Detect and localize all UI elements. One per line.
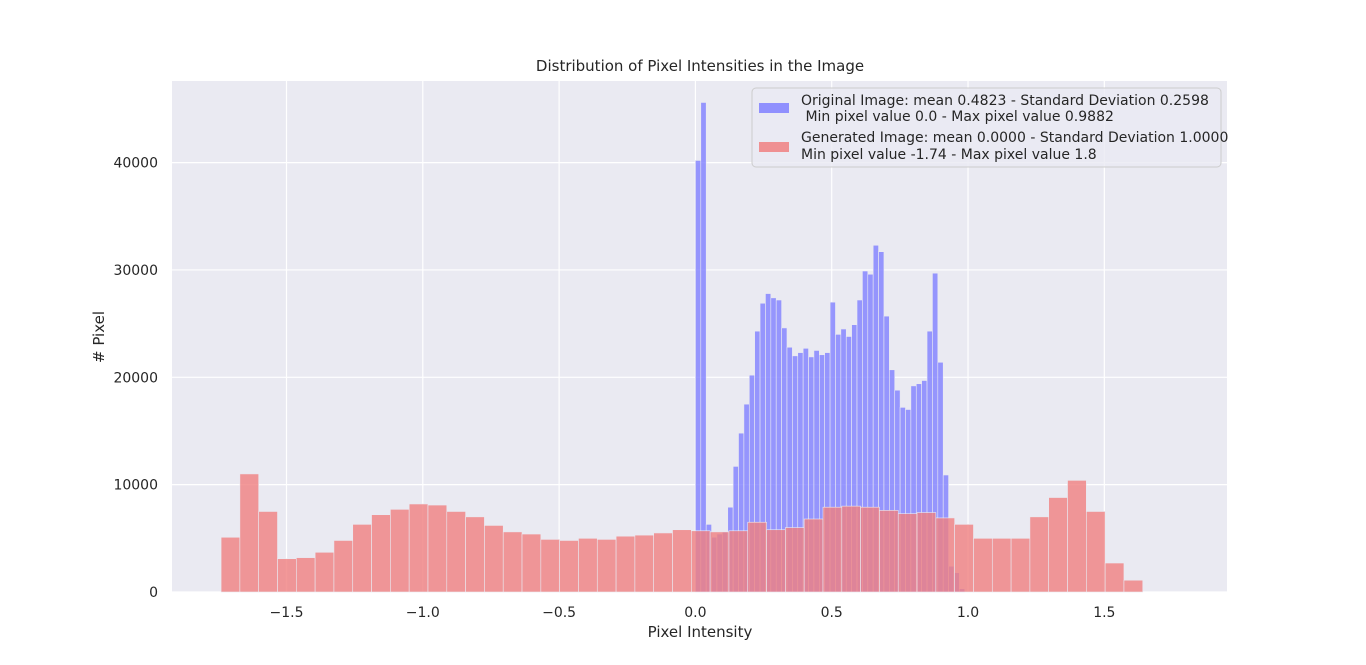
chart-title: Distribution of Pixel Intensities in the… xyxy=(536,57,864,75)
histogram-bar xyxy=(785,527,805,593)
histogram-bar xyxy=(258,511,278,593)
histogram-bar xyxy=(1067,480,1087,593)
histogram-bar xyxy=(615,535,636,593)
histogram-bar xyxy=(1123,579,1144,593)
histogram-bar xyxy=(691,530,711,593)
y-tick-label: 30000 xyxy=(113,263,158,279)
x-tick-label: 1.5 xyxy=(1093,605,1115,621)
histogram-bar xyxy=(954,524,974,593)
histogram-bar xyxy=(860,506,880,593)
histogram-bar xyxy=(277,558,297,593)
histogram-bar xyxy=(390,509,410,593)
generated-image-histogram xyxy=(220,473,1144,593)
x-axis-label: Pixel Intensity xyxy=(648,623,753,641)
legend-label-generated-line2: Min pixel value -1.74 - Max pixel value … xyxy=(801,147,1097,163)
histogram-bar xyxy=(803,518,824,593)
x-tick-label: −0.5 xyxy=(542,605,576,621)
histogram-bar xyxy=(879,510,899,593)
histogram-bar xyxy=(352,524,372,593)
y-tick-label: 0 xyxy=(149,585,158,601)
histogram-bar xyxy=(653,532,673,593)
histogram-bar xyxy=(596,539,617,593)
legend-label-generated-line1: Generated Image: mean 0.0000 - Standard … xyxy=(801,130,1228,146)
x-tick-label: −1.5 xyxy=(269,605,303,621)
histogram-bar xyxy=(634,534,655,593)
histogram-bar xyxy=(521,533,542,593)
histogram-bar xyxy=(935,517,955,593)
histogram-bar xyxy=(239,473,259,593)
histogram-bar xyxy=(446,511,466,593)
histogram-bar xyxy=(695,160,702,593)
histogram-bar xyxy=(371,514,391,593)
histogram-bar xyxy=(916,512,937,593)
x-tick-label: 0.0 xyxy=(684,605,706,621)
legend-label-original-line2: Min pixel value 0.0 - Max pixel value 0.… xyxy=(801,109,1114,125)
legend: Original Image: mean 0.4823 - Standard D… xyxy=(751,87,1228,168)
histogram-bar xyxy=(822,506,843,593)
histogram-bar xyxy=(220,536,241,593)
x-tick-label: −1.0 xyxy=(406,605,440,621)
histogram-bar xyxy=(1010,538,1031,593)
histogram-bar xyxy=(578,538,598,593)
histogram-bar xyxy=(484,525,504,593)
histogram-bar xyxy=(427,504,448,593)
histogram-bar xyxy=(1086,511,1106,593)
histogram-bar xyxy=(296,557,316,593)
histogram-bar xyxy=(991,538,1012,593)
histogram-bar xyxy=(465,516,485,593)
legend-swatch-original xyxy=(759,103,789,113)
histogram-bar xyxy=(973,538,993,593)
x-tick-label: 0.5 xyxy=(821,605,843,621)
x-axis-ticks: −1.5 −1.0 −0.5 0.0 0.5 1.0 1.5 xyxy=(269,605,1115,621)
histogram-bar xyxy=(672,529,692,593)
histogram-bar xyxy=(559,540,579,593)
histogram-bar xyxy=(709,531,730,593)
histogram-bar xyxy=(1104,562,1125,593)
histogram-bar xyxy=(1048,497,1068,593)
histogram-bar xyxy=(747,521,767,593)
histogram-bar xyxy=(700,102,707,593)
histogram-bar xyxy=(841,505,861,593)
y-tick-label: 40000 xyxy=(113,156,158,172)
y-tick-label: 10000 xyxy=(113,478,158,494)
legend-label-original-line1: Original Image: mean 0.4823 - Standard D… xyxy=(801,93,1209,109)
histogram-bar xyxy=(766,529,786,593)
legend-swatch-generated xyxy=(759,142,789,152)
histogram-bar xyxy=(540,539,560,593)
y-tick-label: 20000 xyxy=(113,370,158,386)
histogram-bar xyxy=(897,513,918,593)
histogram-bar xyxy=(1029,516,1050,593)
histogram-bar xyxy=(333,540,354,593)
legend-box xyxy=(751,87,1222,168)
y-axis-label: # Pixel xyxy=(90,311,108,363)
histogram-bar xyxy=(728,530,749,593)
histogram-bar xyxy=(314,551,335,593)
y-axis-ticks: 0 10000 20000 30000 40000 xyxy=(113,156,158,601)
x-tick-label: 1.0 xyxy=(957,605,979,621)
histogram-bar xyxy=(408,503,429,593)
histogram-bar xyxy=(502,531,523,593)
